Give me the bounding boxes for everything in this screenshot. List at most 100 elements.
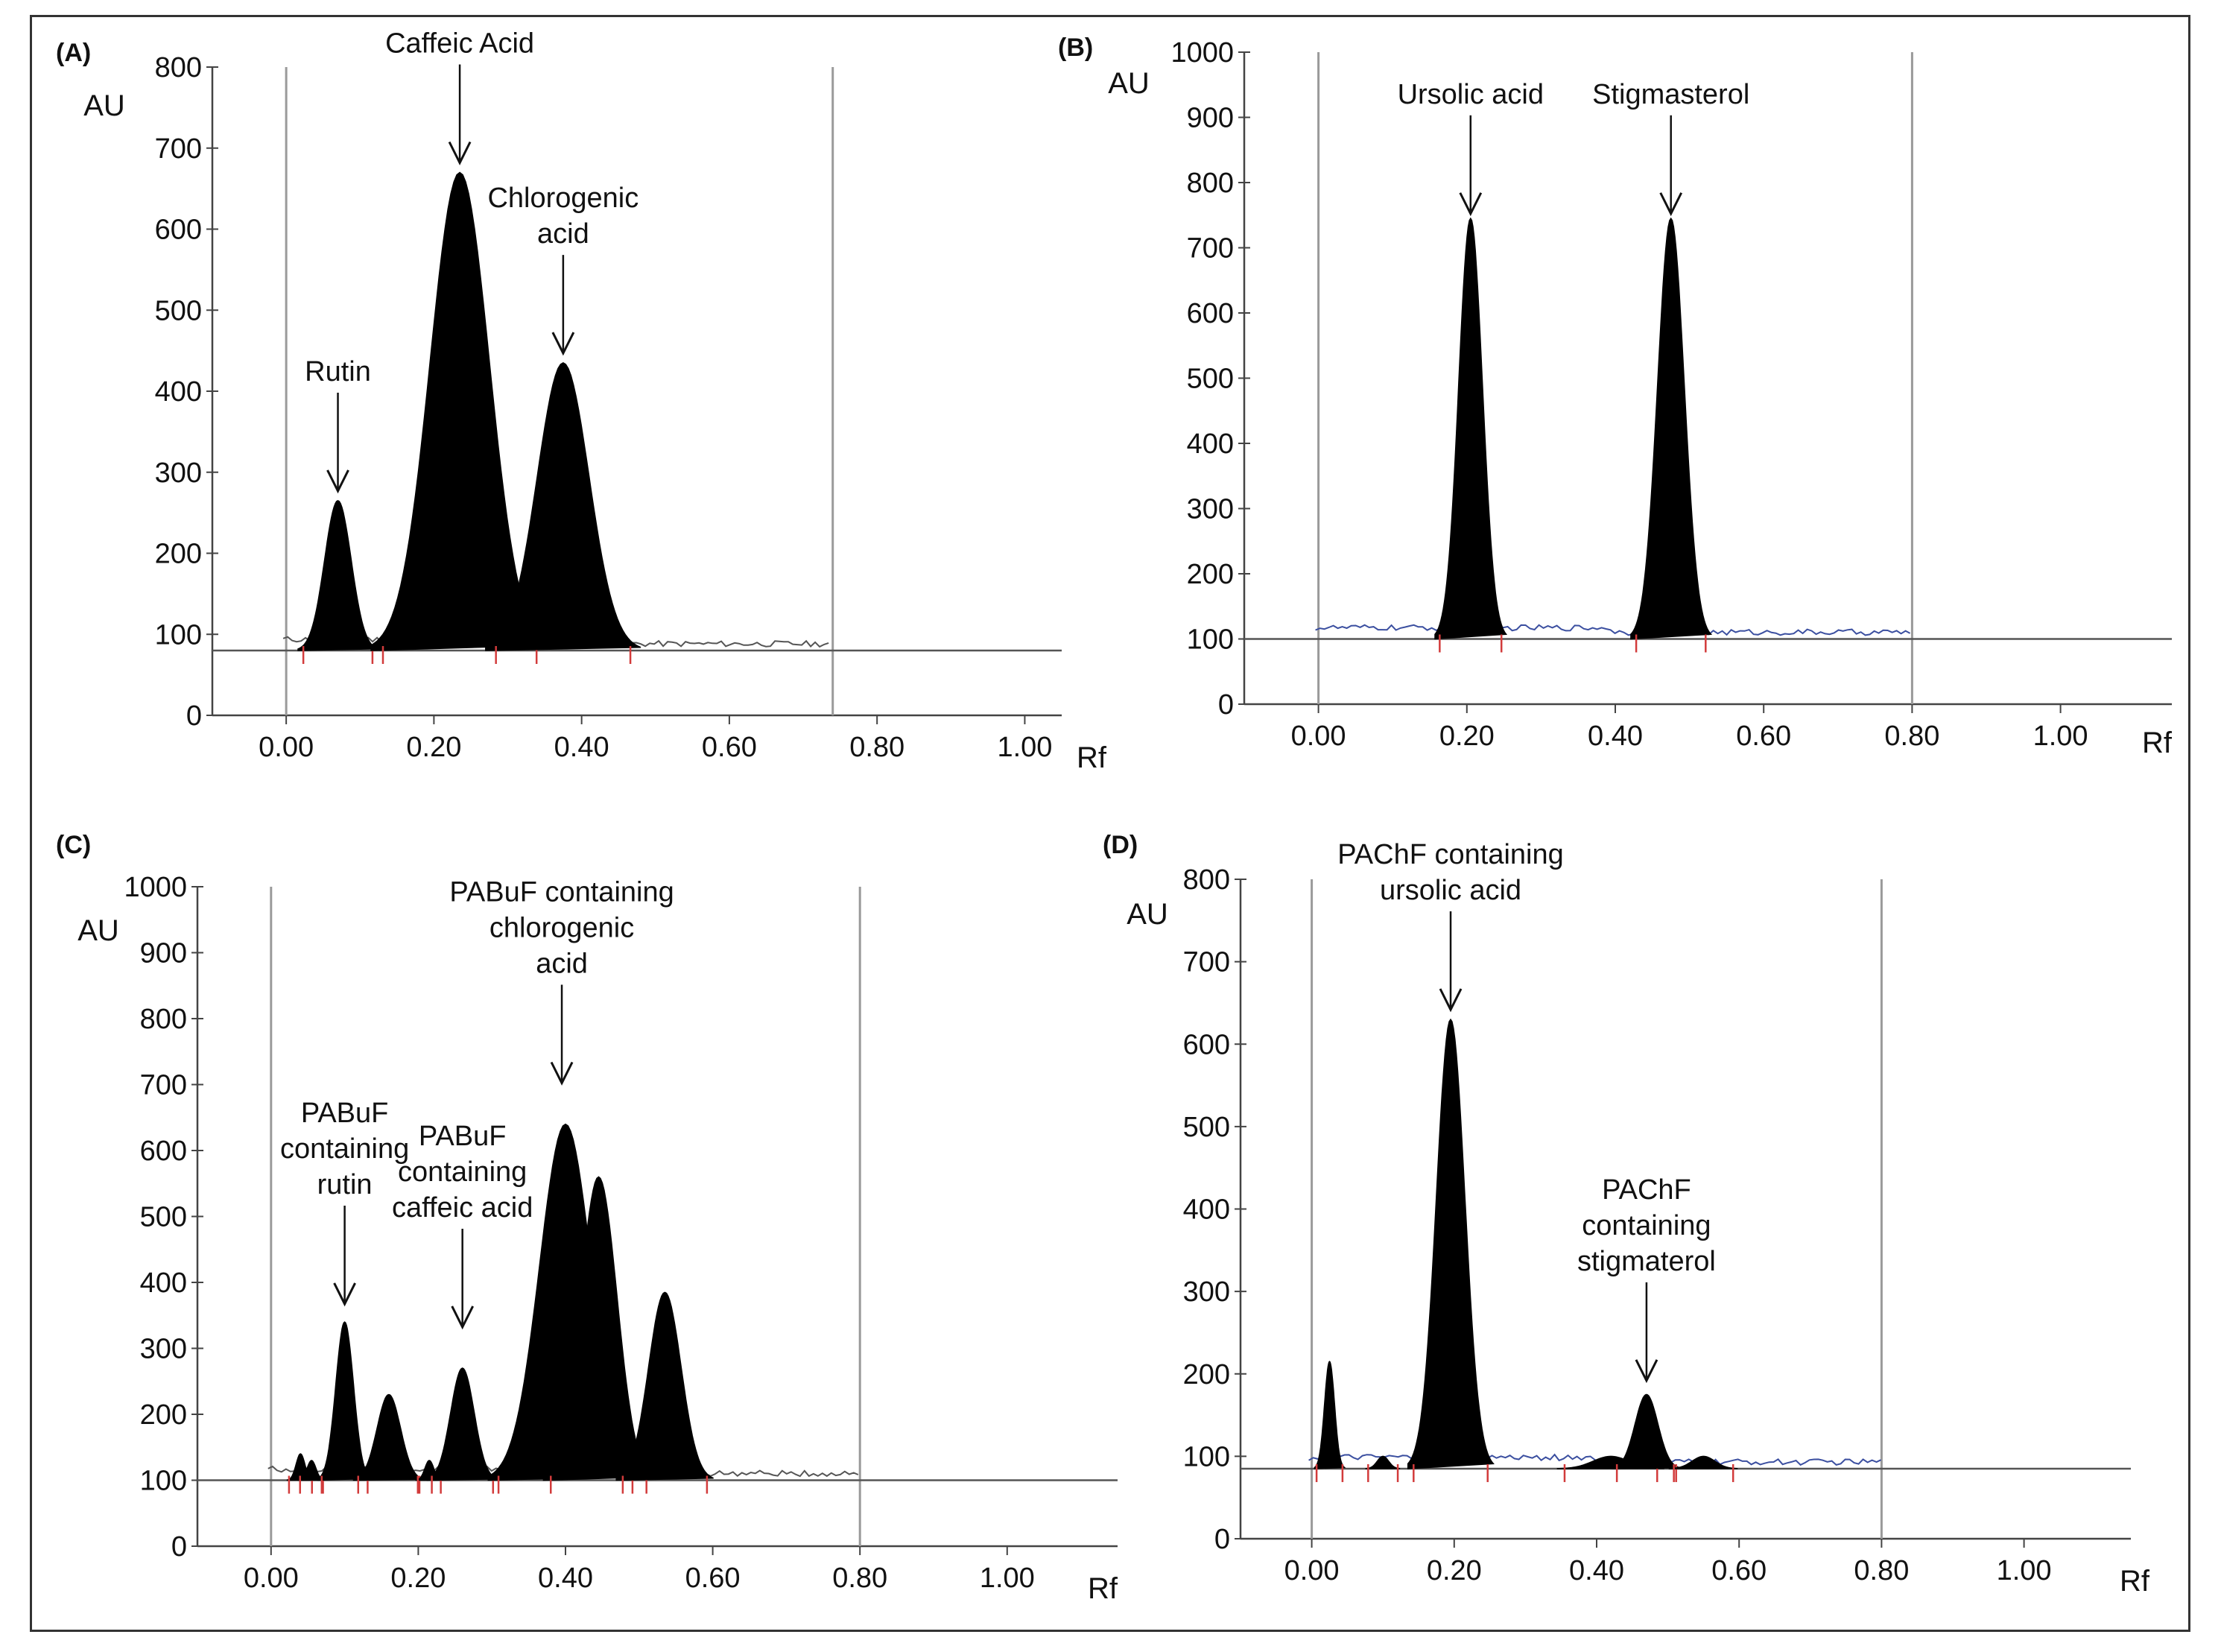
x-tick-label: 0.40 [554, 732, 609, 763]
x-tick-label: 0.40 [1588, 721, 1643, 752]
peak [297, 499, 378, 651]
peak [485, 362, 641, 651]
y-tick-label: 500 [140, 1202, 187, 1233]
x-axis-label: Rf [2120, 1565, 2150, 1598]
peak-annotation: rutin [317, 1169, 373, 1200]
peak-annotation: caffeic acid [392, 1192, 533, 1224]
x-tick-label: 0.20 [390, 1563, 446, 1594]
y-tick-label: 800 [1187, 168, 1234, 199]
peak-annotation: Ursolic acid [1398, 79, 1544, 110]
x-tick-label: 1.00 [997, 732, 1052, 763]
x-tick-label: 0.20 [1439, 721, 1495, 752]
peak-annotation: PABuF containing [449, 877, 674, 908]
x-tick-label: 0.60 [685, 1563, 741, 1594]
y-tick-label: 700 [1187, 233, 1234, 265]
arrow-head [333, 1282, 356, 1307]
chromatogram-panel: 0 100 200 300 400 500 600 700 800 0.00 0.20 0.40 0.6… [56, 28, 1107, 775]
arrow-head [1659, 192, 1683, 217]
y-axis-label: AU [1108, 67, 1150, 100]
x-tick-label: 0.60 [1736, 721, 1791, 752]
y-tick-label: 400 [140, 1268, 187, 1299]
x-tick-label: 0.80 [832, 1563, 887, 1594]
peak-annotation: containing [1582, 1210, 1711, 1241]
arrow-head [550, 1061, 574, 1086]
trace-line [1315, 624, 1911, 636]
x-tick-label: 0.20 [1427, 1555, 1482, 1586]
y-tick-label: 500 [1187, 364, 1234, 395]
x-tick-label: 0.80 [849, 732, 904, 763]
y-tick-label: 0 [186, 700, 202, 732]
peak [1612, 1393, 1681, 1469]
y-tick-label: 300 [155, 458, 202, 489]
x-axis-label: Rf [1077, 741, 1107, 774]
arrow-head [1459, 192, 1483, 217]
y-tick-label: 900 [1187, 103, 1234, 134]
peak-annotation: Chlorogenic [487, 183, 639, 214]
y-tick-label: 800 [1183, 864, 1230, 896]
peak [615, 1291, 714, 1481]
y-tick-label: 100 [1187, 624, 1234, 656]
arrow-head [448, 141, 472, 165]
chromatogram-panel: 0 100 200 300 400 500 600 700 800 0.00 0.20 0.40 0.6… [1103, 831, 2150, 1598]
panel-label: (A) [56, 39, 91, 67]
x-tick-label: 1.00 [1997, 1555, 2052, 1586]
peak [1630, 217, 1713, 640]
y-tick-label: 700 [140, 1070, 187, 1101]
figure-frame [30, 15, 2190, 1632]
peak [1314, 1361, 1346, 1469]
y-axis-label: AU [77, 914, 119, 947]
y-axis-label: AU [83, 89, 125, 122]
y-axis-label: AU [1127, 898, 1168, 931]
arrow-head [1439, 988, 1463, 1013]
peak-annotation: Stigmasterol [1592, 79, 1749, 110]
y-tick-label: 600 [140, 1136, 187, 1167]
peak-annotation: chlorogenic [489, 913, 634, 944]
panel-label: (D) [1103, 831, 1138, 859]
x-tick-label: 0.00 [1284, 1555, 1340, 1586]
x-tick-label: 0.40 [538, 1563, 593, 1594]
peak-annotation: acid [537, 218, 589, 250]
y-tick-label: 900 [140, 938, 187, 969]
y-tick-label: 500 [1183, 1112, 1230, 1143]
y-tick-label: 700 [1183, 947, 1230, 978]
x-tick-label: 0.20 [406, 732, 461, 763]
y-tick-label: 300 [1187, 494, 1234, 525]
arrow-head [1635, 1359, 1658, 1384]
y-tick-label: 100 [155, 619, 202, 651]
y-tick-label: 100 [1183, 1441, 1230, 1472]
peak-annotation: Rutin [305, 356, 371, 387]
y-tick-label: 400 [1183, 1194, 1230, 1226]
peak-annotation: PAChF containing [1337, 839, 1563, 870]
peak [1434, 217, 1508, 640]
peak [1668, 1455, 1738, 1469]
peak-annotation: ursolic acid [1380, 875, 1521, 906]
x-tick-label: 0.00 [259, 732, 314, 763]
y-tick-label: 200 [1187, 559, 1234, 590]
y-tick-label: 200 [1183, 1359, 1230, 1390]
peak-annotation: stigmaterol [1577, 1246, 1716, 1277]
chromatogram-panel: 0 100 200 300 400 500 600 700 800 900 1000 0.00 0.20… [56, 831, 1118, 1605]
y-tick-label: 600 [155, 215, 202, 246]
y-tick-label: 800 [140, 1004, 187, 1035]
y-tick-label: 300 [140, 1334, 187, 1365]
arrow-head [451, 1306, 475, 1330]
peak-annotation: containing [398, 1156, 527, 1188]
y-tick-label: 1000 [124, 872, 187, 903]
x-tick-label: 0.40 [1569, 1555, 1624, 1586]
peak-annotation: containing [280, 1133, 409, 1165]
x-tick-label: 0.80 [1854, 1555, 1909, 1586]
y-tick-label: 300 [1183, 1276, 1230, 1308]
y-tick-label: 1000 [1170, 37, 1234, 69]
x-axis-label: Rf [1088, 1572, 1118, 1605]
peak-annotation: PAChF [1602, 1174, 1691, 1206]
peak-annotation: PABuF [419, 1121, 507, 1152]
peak [352, 1393, 425, 1481]
x-tick-label: 0.00 [244, 1563, 299, 1594]
peak-annotation: PABuF [301, 1098, 389, 1129]
y-tick-label: 500 [155, 295, 202, 326]
y-tick-label: 700 [155, 133, 202, 165]
y-tick-label: 400 [155, 376, 202, 408]
peak [1407, 1018, 1495, 1469]
x-tick-label: 0.60 [1711, 1555, 1767, 1586]
